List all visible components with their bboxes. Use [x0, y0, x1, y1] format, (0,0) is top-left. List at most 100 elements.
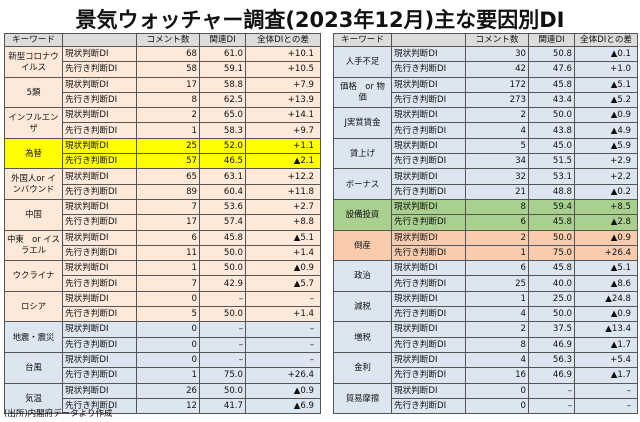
keyword-cell: 金利	[333, 351, 392, 384]
related-di-cell: 50.0	[199, 260, 246, 277]
keyword-cell: 5類	[4, 76, 63, 109]
table-row: 中国 現状判断DI 7 53.6 +2.7	[4, 198, 321, 231]
di-diff-cell: ▲24.8	[574, 290, 638, 308]
comment-count-cell: 2	[465, 229, 529, 246]
di-type-cell: 現状判断DI	[391, 229, 466, 246]
comment-count-cell: 30	[465, 45, 529, 63]
comment-count-header: コメント数	[465, 33, 529, 47]
di-diff-cell: ▲2.8	[574, 214, 638, 231]
di-diff-cell: +9.7	[245, 122, 321, 139]
table-row: 増税 現状判断DI 2 37.5 ▲13.4	[333, 321, 638, 353]
di-diff-cell: ▲5.1	[574, 260, 638, 277]
comment-count-cell: 32	[465, 168, 529, 185]
related-di-cell: 46.9	[528, 336, 575, 353]
di-diff-cell: +14.1	[245, 107, 321, 124]
di-diff-cell: –	[574, 397, 638, 415]
table-row: 政治 現状判断DI 6 45.8 ▲5.1	[333, 260, 638, 292]
table-row: 先行き判断DI 1 75.0 +26.4	[5, 367, 321, 384]
table-row: J実質賃金 現状判断DI 2 50.0 ▲0.9	[333, 107, 638, 139]
related-di-cell: 51.5	[528, 153, 575, 170]
di-diff-cell: +26.4	[245, 367, 321, 384]
comment-count-cell: 68	[136, 45, 200, 63]
comment-count-cell: 1	[136, 367, 200, 384]
comment-count-cell: 25	[465, 275, 529, 292]
related-di-cell: –	[199, 336, 246, 353]
di-diff-cell: +10.1	[245, 45, 321, 63]
diff-header: 全体DIとの差	[245, 33, 321, 47]
table-row: 先行き判断DI 17 57.4 +8.8	[5, 214, 321, 231]
keyword-cell: 台風	[4, 351, 63, 384]
related-di-cell: 50.0	[528, 107, 575, 124]
table-row: 先行き判断DI 16 46.9 ▲1.7	[334, 367, 638, 384]
di-diff-cell: +10.5	[245, 61, 321, 78]
page-title: 景気ウォッチャー調査(2023年12月)主な要因別DI	[75, 8, 565, 32]
di-diff-cell: ▲6.9	[245, 397, 321, 415]
comment-count-cell: 1	[136, 122, 200, 139]
di-type-cell: 現状判断DI	[62, 137, 137, 155]
di-type-cell: 先行き判断DI	[62, 397, 137, 415]
di-type-cell: 現状判断DI	[391, 321, 466, 338]
related-di-cell: –	[528, 382, 575, 399]
related-di-cell: 46.5	[199, 153, 246, 170]
di-diff-cell: ▲5.9	[574, 137, 638, 155]
comment-count-cell: 17	[136, 76, 200, 93]
di-type-cell: 現状判断DI	[62, 107, 137, 124]
di-type-cell: 現状判断DI	[391, 351, 466, 369]
di-type-cell: 先行き判断DI	[62, 367, 137, 384]
related-di-cell: 37.5	[528, 321, 575, 338]
right-data-table: キーワード コメント数 関連DI 全体DIとの差 人手不足 現状判断DI 30 50.…	[333, 33, 638, 415]
di-diff-cell: +1.4	[245, 306, 321, 323]
related-di-cell: 50.0	[528, 229, 575, 246]
related-di-cell: 62.5	[199, 91, 246, 109]
related-di-cell: 53.1	[528, 168, 575, 185]
keyword-cell: J実質賃金	[333, 107, 392, 139]
di-type-cell: 先行き判断DI	[391, 183, 466, 200]
comment-count-header: コメント数	[136, 33, 200, 47]
comment-count-cell: 65	[136, 168, 200, 185]
di-type-cell: 先行き判断DI	[391, 61, 466, 78]
comment-count-cell: 6	[136, 229, 200, 246]
related-di-cell: –	[199, 290, 246, 308]
di-type-cell: 現状判断DI	[62, 229, 137, 246]
diff-header: 全体DIとの差	[574, 33, 638, 47]
keyword-cell: 地震・震災	[4, 321, 63, 353]
di-type-cell: 現状判断DI	[391, 198, 466, 216]
comment-count-cell: 2	[465, 107, 529, 124]
header-row: キーワード コメント数 関連DI 全体DIとの差	[333, 33, 638, 47]
related-di-cell: 58.8	[199, 76, 246, 93]
di-type-cell: 現状判断DI	[391, 290, 466, 308]
table-row: インフルエンザ 現状判断DI 2 65.0 +14.1	[4, 107, 321, 139]
di-diff-cell: ▲1.7	[574, 336, 638, 353]
di-type-cell: 先行き判断DI	[391, 306, 466, 323]
header-row: キーワード コメント数 関連DI 全体DIとの差	[4, 33, 321, 47]
di-type-cell: 先行き判断DI	[62, 91, 137, 109]
related-di-cell: 48.8	[528, 183, 575, 200]
di-diff-cell: +8.8	[245, 214, 321, 231]
di-diff-cell: +7.9	[245, 76, 321, 93]
table-row: 貿易摩擦 現状判断DI 0– –	[333, 382, 638, 415]
di-diff-cell: –	[245, 290, 321, 308]
keyword-cell: ウクライナ	[4, 260, 63, 292]
di-diff-cell: ▲0.9	[574, 107, 638, 124]
di-type-cell: 先行き判断DI	[391, 153, 466, 170]
related-di-cell: 42.9	[199, 275, 246, 292]
keyword-header: キーワード	[333, 33, 392, 47]
di-diff-cell: +2.7	[245, 198, 321, 216]
comment-count-cell: 0	[136, 321, 200, 338]
comment-count-cell: 4	[465, 122, 529, 139]
related-di-cell: –	[199, 351, 246, 369]
related-di-cell: 60.4	[199, 183, 246, 200]
di-type-cell: 先行き判断DI	[391, 336, 466, 353]
keyword-cell: インフルエンザ	[4, 107, 63, 139]
comment-count-cell: 1	[465, 244, 529, 262]
di-type-cell: 先行き判断DI	[391, 397, 466, 415]
related-di-cell: 43.4	[528, 91, 575, 109]
di-diff-cell: +12.2	[245, 168, 321, 185]
di-diff-cell: +26.4	[574, 244, 638, 262]
di-type-cell: 先行き判断DI	[62, 214, 137, 231]
di-type-cell: 先行き判断DI	[62, 183, 137, 200]
related-di-cell: 43.8	[528, 122, 575, 139]
di-diff-cell: ▲0.9	[574, 306, 638, 323]
di-diff-cell: +5.4	[574, 351, 638, 369]
comment-count-cell: 0	[136, 351, 200, 369]
